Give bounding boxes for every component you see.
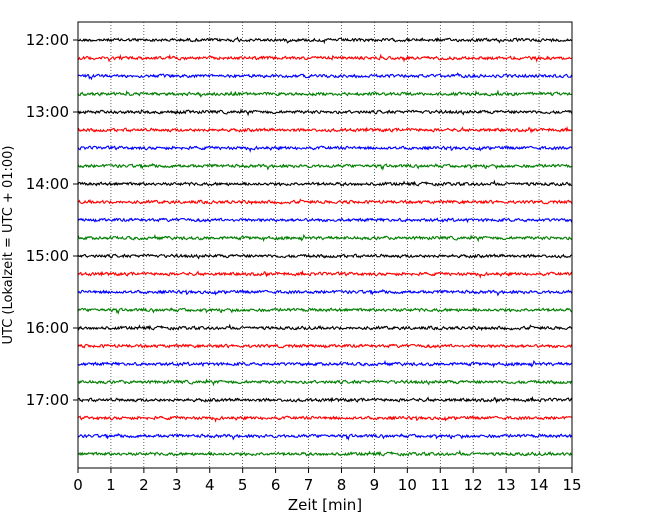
x-axis: 0 1 2 3 4 5 6 7 8 9 10 11 12 13 14 15 (73, 468, 582, 494)
x-tick-label: 9 (370, 476, 380, 494)
x-tick-label: 2 (139, 476, 149, 494)
grid-lines (110, 22, 540, 468)
trace-line (77, 89, 573, 98)
trace-line (77, 323, 573, 332)
x-tick-label: 4 (205, 476, 215, 494)
x-tick-label: 6 (271, 476, 281, 494)
plot-background (78, 22, 572, 468)
trace-line (77, 343, 573, 349)
trace-line (77, 53, 573, 63)
trace-line (77, 233, 573, 243)
trace-line (77, 253, 573, 260)
x-tick-label: 0 (73, 476, 83, 494)
x-tick-label: 8 (337, 476, 347, 494)
trace-line (77, 449, 573, 457)
trace-line (77, 288, 573, 297)
trace-line (77, 359, 573, 369)
x-tick-label: 5 (238, 476, 248, 494)
y-tick-label: 16:00 (26, 319, 69, 337)
trace-line (77, 198, 573, 206)
trace-line (77, 378, 573, 387)
x-axis-title: Zeit [min] (288, 496, 362, 514)
x-tick-label: 3 (172, 476, 182, 494)
trace-line (77, 72, 573, 81)
x-tick-label: 7 (304, 476, 314, 494)
y-tick-label: 17:00 (26, 391, 69, 409)
trace-line (77, 269, 573, 279)
trace-line (77, 125, 573, 134)
x-tick-label: 1 (106, 476, 116, 494)
y-tick-label: 14:00 (26, 175, 69, 193)
trace-line (77, 432, 573, 441)
trace-line (77, 217, 573, 224)
trace-line (77, 395, 573, 404)
x-tick-label: 12 (464, 476, 483, 494)
y-tick-label: 13:00 (26, 103, 69, 121)
x-tick-label: 14 (530, 476, 549, 494)
trace-line (77, 108, 573, 117)
trace-line (77, 162, 573, 171)
trace-line (77, 145, 573, 153)
y-tick-label: 15:00 (26, 247, 69, 265)
x-tick-label: 10 (398, 476, 417, 494)
trace-group (77, 36, 573, 457)
plot-frame (77, 21, 573, 469)
trace-line (77, 415, 573, 423)
y-axis-title: UTC (Lokalzeit = UTC + 01:00) (1, 146, 16, 345)
y-axis: 12:00 13:00 14:00 15:00 16:00 17:00 (26, 31, 78, 409)
trace-line (77, 36, 573, 45)
x-tick-label: 15 (562, 476, 581, 494)
trace-line (77, 307, 573, 315)
trace-line (77, 179, 573, 187)
x-tick-label: 11 (431, 476, 450, 494)
y-tick-label: 12:00 (26, 31, 69, 49)
x-tick-label: 13 (497, 476, 516, 494)
